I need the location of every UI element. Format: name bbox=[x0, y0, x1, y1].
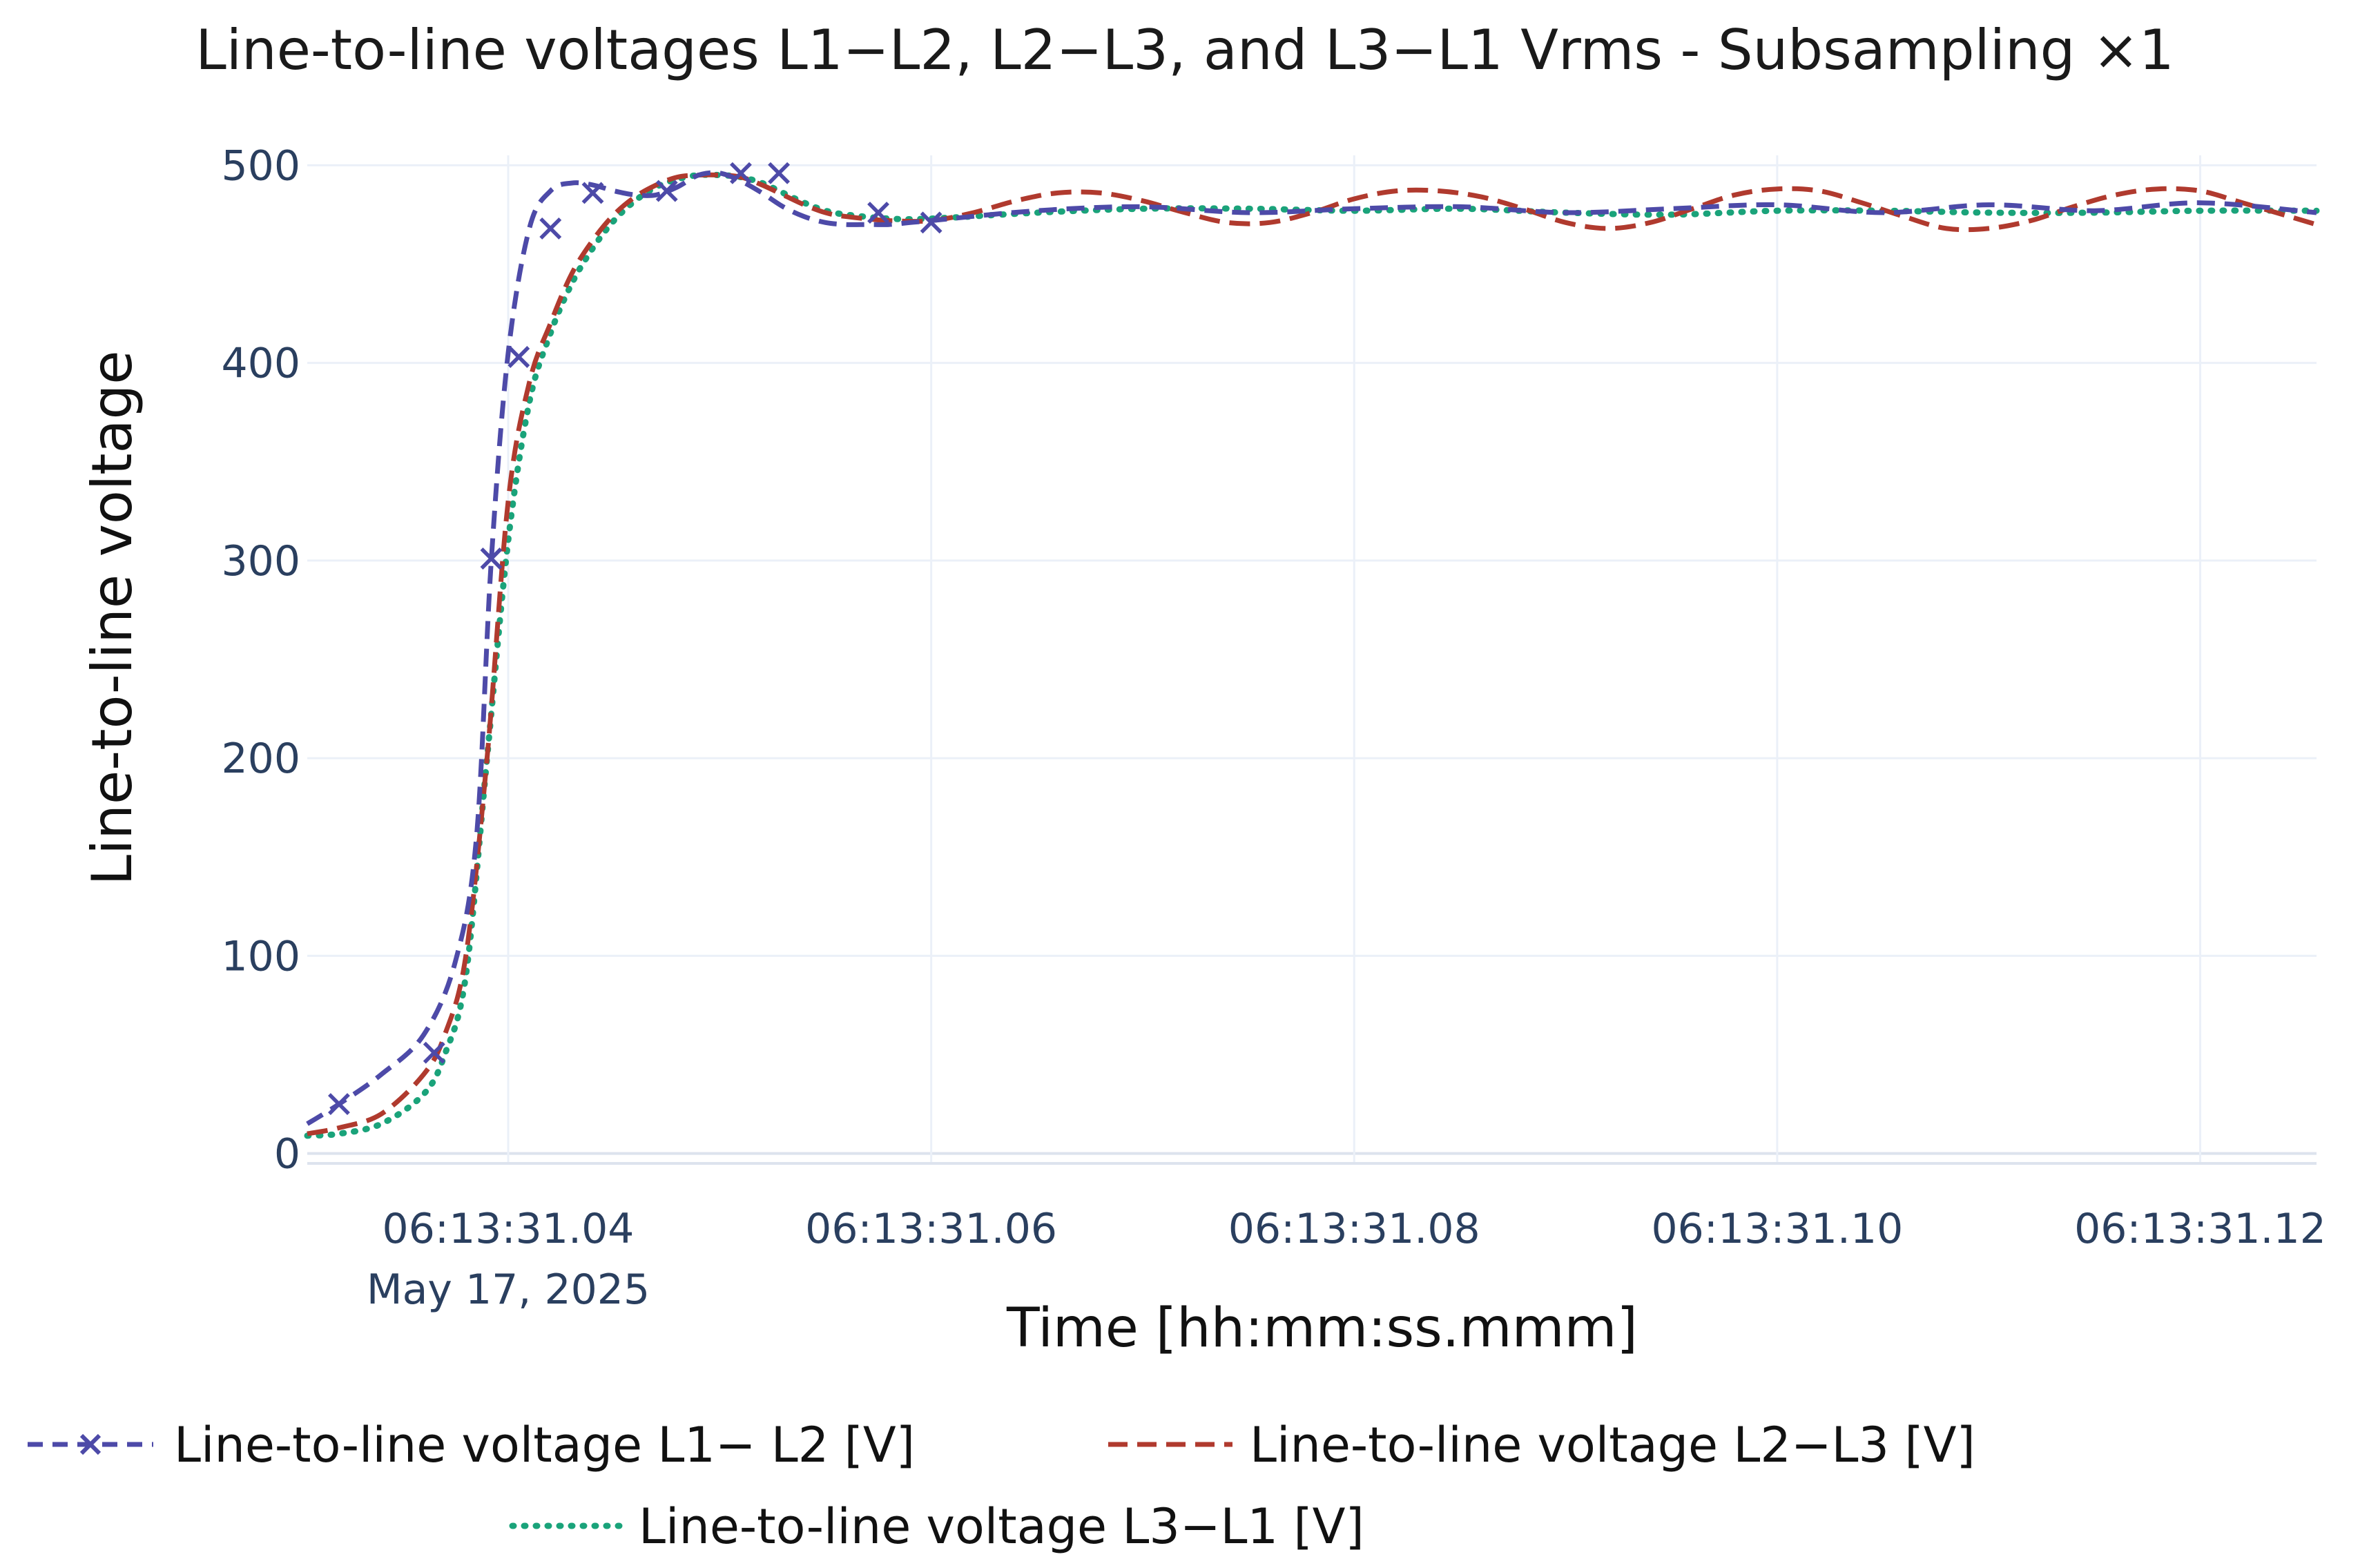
y-tick-label: 400 bbox=[221, 340, 300, 388]
x-tick-label: 06:13:31.04 bbox=[383, 1205, 635, 1253]
y-axis-ticks: 0 100 200 300 400 500 bbox=[221, 142, 300, 1178]
data-marker-x bbox=[730, 162, 752, 184]
series-line-l2-l3 bbox=[307, 172, 2317, 1136]
data-marker-x bbox=[867, 202, 889, 224]
data-marker-x bbox=[768, 162, 791, 184]
series-line-l3-l1 bbox=[304, 171, 2320, 1139]
y-tick-label: 300 bbox=[221, 537, 300, 585]
y-tick-label: 100 bbox=[221, 932, 300, 980]
y-axis-title: Line-to-line voltage bbox=[80, 351, 144, 886]
data-marker-x bbox=[920, 211, 942, 234]
x-tick-label: 06:13:31.12 bbox=[2074, 1205, 2326, 1253]
y-tick-label: 0 bbox=[274, 1130, 300, 1179]
series-line-l1-l2 bbox=[306, 170, 2317, 1126]
data-marker-x bbox=[507, 346, 530, 368]
x-tick-label: 06:13:31.10 bbox=[1651, 1205, 1903, 1253]
data-marker-x bbox=[655, 180, 678, 202]
y-tick-label: 200 bbox=[221, 735, 300, 783]
plot-series bbox=[304, 162, 2320, 1139]
data-marker-x bbox=[581, 182, 604, 204]
legend-item-l3-l1[interactable]: Line-to-line voltage L3−L1 [V] bbox=[509, 1498, 1364, 1555]
grid bbox=[307, 155, 2317, 1165]
chart-title: Line-to-line voltages L1−L2, L2−L3, and … bbox=[195, 18, 2174, 82]
legend-label-l3-l1: Line-to-line voltage L3−L1 [V] bbox=[639, 1498, 1364, 1555]
data-marker-x bbox=[328, 1093, 350, 1116]
data-marker-x bbox=[480, 548, 503, 570]
data-marker-x bbox=[423, 1041, 445, 1064]
legend-label-l2-l3: Line-to-line voltage L2−L3 [V] bbox=[1250, 1417, 1975, 1473]
legend-marker-x-icon bbox=[79, 1433, 101, 1455]
legend-item-l1-l2[interactable]: Line-to-line voltage L1− L2 [V] bbox=[28, 1417, 915, 1473]
legend-item-l2-l3[interactable]: Line-to-line voltage L2−L3 [V] bbox=[1108, 1417, 1975, 1473]
x-axis-title: Time [hh:mm:ss.mmm] bbox=[1006, 1297, 1638, 1359]
y-tick-label: 500 bbox=[221, 142, 300, 190]
legend-label-l1-l2: Line-to-line voltage L1− L2 [V] bbox=[174, 1417, 915, 1473]
legend: Line-to-line voltage L1− L2 [V] Line-to-… bbox=[28, 1417, 1975, 1555]
x-tick-label: 06:13:31.06 bbox=[805, 1205, 1057, 1253]
x-tick-label: 06:13:31.08 bbox=[1228, 1205, 1480, 1253]
x-axis-ticks: 06:13:31.04 06:13:31.06 06:13:31.08 06:13:3… bbox=[383, 1205, 2326, 1253]
data-marker-x bbox=[539, 217, 562, 240]
x-axis-date-label: May 17, 2025 bbox=[367, 1266, 650, 1314]
